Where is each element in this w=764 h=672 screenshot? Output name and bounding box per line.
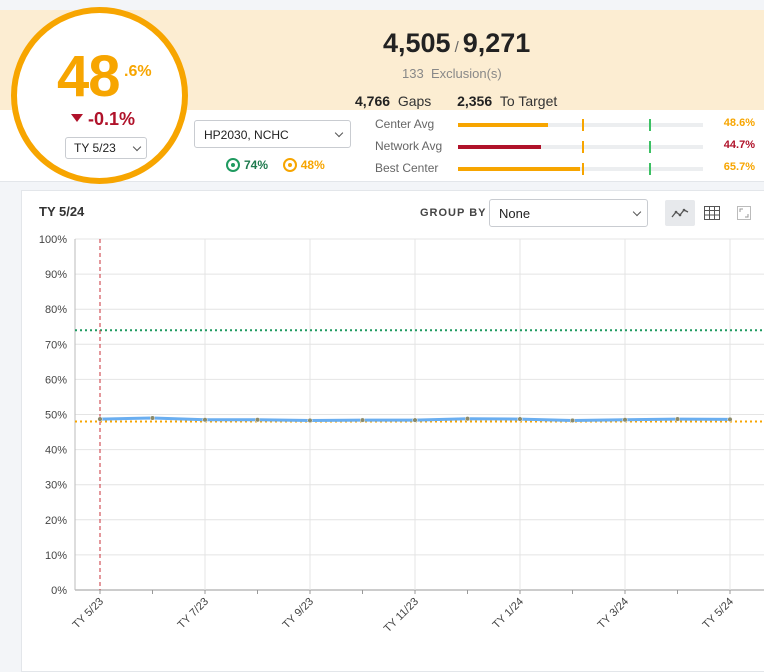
orange-target-tick: [582, 119, 584, 131]
x-tick-label: TY 5/23: [71, 596, 107, 632]
comparison-label: Best Center: [375, 161, 439, 175]
group-by-select[interactable]: None: [489, 199, 648, 227]
comparison-value: 65.7%: [723, 161, 755, 173]
comparison-row: Center Avg 48.6%: [375, 117, 755, 133]
arrow-down-icon: [71, 114, 83, 122]
comparison-track: [458, 119, 703, 131]
data-point: [464, 416, 471, 422]
y-tick-label: 100%: [39, 234, 67, 246]
numerator-denominator: 4,505/9,271: [383, 28, 530, 59]
period-select[interactable]: TY 5/23: [65, 137, 147, 159]
data-point: [622, 417, 628, 423]
y-tick-label: 50%: [45, 410, 67, 422]
data-point: [359, 417, 366, 423]
data-point: [97, 416, 103, 422]
target-green-value: 74%: [244, 158, 269, 172]
data-point: [727, 416, 733, 422]
line-view-button[interactable]: [665, 200, 695, 226]
measure-select[interactable]: HP2030, NCHC: [194, 120, 351, 148]
data-point: [254, 417, 261, 423]
data-point: [517, 416, 523, 422]
green-target-tick: [649, 141, 651, 153]
x-tick-label: TY 1/24: [491, 596, 527, 632]
to-target-count: 2,356: [457, 93, 493, 109]
y-tick-label: 90%: [45, 269, 67, 281]
numerator: 4,505: [383, 28, 451, 58]
rate-delta: -0.1%: [71, 109, 135, 130]
gaps-summary: 4,766 Gaps 2,356 To Target: [355, 93, 557, 109]
comparison-row: Network Avg 44.7%: [375, 139, 755, 155]
target-green-icon: [226, 158, 240, 172]
gaps-count: 4,766: [355, 93, 391, 109]
y-tick-label: 40%: [45, 445, 67, 457]
period-select-value: TY 5/23: [74, 141, 116, 155]
line-chart-icon: [671, 208, 689, 218]
delta-value: -0.1%: [88, 109, 136, 129]
orange-target-tick: [582, 141, 584, 153]
y-tick-label: 70%: [45, 339, 67, 351]
comparison-fill: [458, 123, 549, 127]
target-indicators: 74% 48%: [226, 155, 325, 172]
gaps-label: Gaps: [397, 93, 432, 109]
measure-select-value: HP2030, NCHC: [204, 128, 289, 142]
comparison-track: [458, 163, 703, 175]
comparison-value: 44.7%: [723, 139, 755, 151]
comparison-label: Network Avg: [375, 139, 443, 153]
target-orange-value: 48%: [300, 158, 325, 172]
table-grid-icon: [704, 206, 720, 220]
green-target-tick: [649, 163, 651, 175]
comparison-value: 48.6%: [723, 117, 755, 129]
chart-card: TY 5/24 GROUP BY None: [21, 190, 764, 672]
comparison-label: Center Avg: [375, 117, 435, 131]
chevron-down-icon: [132, 142, 142, 152]
y-tick-label: 20%: [45, 515, 67, 527]
chart-title: TY 5/24: [39, 204, 85, 219]
expand-icon: [737, 206, 751, 220]
y-tick-label: 0%: [51, 585, 67, 597]
expand-button[interactable]: [729, 200, 759, 226]
green-target-tick: [649, 119, 651, 131]
data-point: [307, 417, 313, 424]
comparison-fill: [458, 167, 581, 171]
x-tick-label: TY 11/23: [382, 596, 421, 635]
x-tick-label: TY 5/24: [701, 596, 737, 632]
comparison-track: [458, 141, 703, 153]
data-point: [202, 417, 208, 423]
x-tick-label: TY 3/24: [596, 596, 632, 632]
rate-decimal: .6%: [124, 63, 152, 80]
data-point: [412, 417, 418, 423]
y-tick-label: 10%: [45, 550, 67, 562]
group-by-value: None: [499, 206, 531, 221]
exclusions-count: 133: [402, 66, 424, 81]
denominator: 9,271: [462, 28, 531, 58]
data-point: [674, 416, 681, 422]
y-tick-label: 30%: [45, 480, 67, 492]
rate-circle: 48 .6% -0.1% TY 5/23: [11, 7, 188, 184]
y-tick-label: 60%: [45, 374, 67, 386]
group-by-label: GROUP BY: [420, 207, 487, 219]
x-tick-label: TY 7/23: [176, 596, 212, 632]
data-point: [149, 415, 156, 421]
target-orange-icon: [282, 158, 297, 172]
to-target-label: To Target: [499, 93, 558, 109]
table-view-button[interactable]: [697, 200, 727, 226]
exclusions: 133 Exclusion(s): [402, 66, 502, 81]
ratio-slash: /: [454, 39, 459, 56]
x-tick-label: TY 9/23: [281, 596, 317, 632]
comparison-row: Best Center 65.7%: [375, 161, 755, 177]
comparison-fill: [458, 145, 542, 149]
y-tick-label: 80%: [45, 304, 67, 316]
data-point: [569, 417, 576, 424]
exclusions-label: Exclusion(s): [430, 66, 502, 81]
rate-whole: 48: [57, 44, 121, 109]
orange-target-tick: [582, 163, 584, 175]
